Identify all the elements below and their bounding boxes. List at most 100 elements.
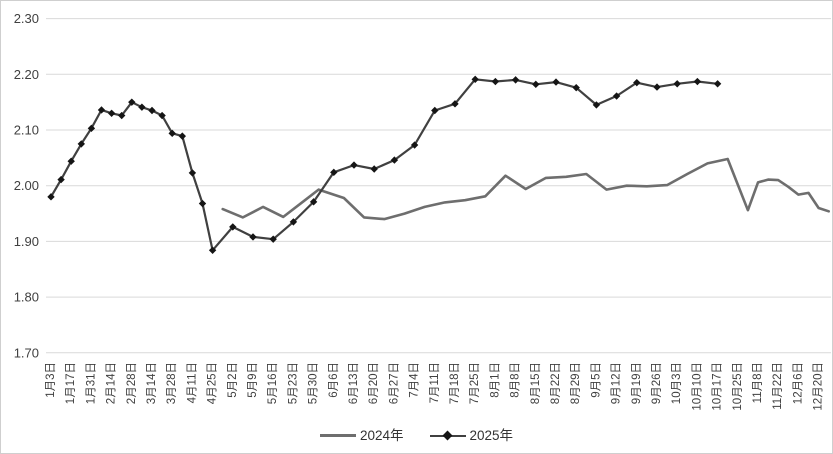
x-axis-tick-label: 4月11日 [186,362,198,403]
series-marker-diamond [198,199,207,208]
series-marker-diamond [309,198,318,206]
series-marker-diamond [87,124,96,133]
series-marker-diamond [592,101,601,109]
series-marker-diamond [451,100,459,108]
series-marker-diamond [178,132,186,140]
series-marker-diamond [57,175,65,184]
legend-label-2025: 2025年 [469,428,514,443]
legend-line-swatch-2025-icon [429,430,466,441]
y-axis-tick-label: 2.30 [14,11,39,26]
series-marker-diamond [693,77,702,86]
x-axis-tick-label: 1月17日 [65,362,77,404]
x-axis-tick-label: 2月28日 [126,362,138,404]
y-axis-tick-label: 1.80 [14,290,39,305]
series-marker-diamond [118,111,126,120]
x-axis-tick-label: 6月27日 [388,362,400,404]
series-marker-diamond [370,165,378,173]
x-axis-tick-label: 3月28日 [166,362,178,404]
legend-line-swatch-2024-icon [319,434,356,438]
series-marker-diamond [107,109,116,117]
x-axis-tick-label: 5月9日 [247,362,259,398]
x-axis-tick-label: 11月22日 [772,362,784,410]
x-axis-tick-label: 10月10日 [691,362,703,411]
x-axis-tick-label: 12月6日 [792,362,804,404]
series-marker-diamond [97,106,106,114]
chart-legend: 2024年 2025年 [1,429,832,443]
diamond-marker-icon [442,430,452,441]
x-axis-tick-label: 9月12日 [611,362,623,404]
series-marker-diamond [612,92,621,100]
legend-item-2024: 2024年 [319,428,404,443]
series-marker-diamond [350,161,358,169]
series-marker-diamond [138,103,146,111]
series-marker-diamond [67,157,75,165]
x-axis-tick-label: 3月14日 [146,362,158,404]
x-axis-tick-label: 6月13日 [348,362,360,404]
series-marker-diamond [47,193,55,201]
x-axis-tick-label: 6月6日 [328,362,340,398]
x-axis-tick-label: 9月26日 [651,362,663,404]
series-marker-diamond [491,77,500,86]
series-marker-diamond [168,129,176,138]
series-marker-diamond [208,246,217,255]
series-marker-diamond [673,80,681,88]
series-marker-diamond [390,156,399,164]
y-axis-tick-label: 2.00 [14,178,39,193]
y-axis-tick-label: 1.70 [14,345,39,360]
y-axis-tick-label: 1.90 [14,234,39,249]
x-axis-tick-label: 10月17日 [712,362,724,411]
series-marker-diamond [77,140,85,148]
series-marker-diamond [330,168,338,177]
x-axis-tick-label: 8月22日 [550,362,562,404]
x-axis-tick-label: 9月5日 [590,362,602,398]
series-marker-diamond [158,111,166,120]
series-marker-diamond [188,169,197,177]
x-axis-tick-label: 11月8日 [752,362,764,403]
x-axis-tick-label: 5月23日 [287,362,299,404]
x-axis-tick-label: 7月11日 [429,362,441,403]
y-axis-tick-label: 2.10 [14,123,39,138]
x-axis-tick-label: 8月29日 [570,362,582,404]
x-axis-tick-label: 8月15日 [530,362,542,404]
x-axis-tick-label: 10月25日 [732,362,744,411]
series-marker-diamond [431,106,439,115]
x-axis-tick-label: 8月8日 [510,362,522,398]
y-axis-tick-label: 2.20 [14,67,39,82]
x-axis-tick-label: 4月25日 [207,362,219,404]
series-line-2024 [221,157,831,221]
x-axis-tick-label: 6月20日 [368,362,380,404]
series-marker-diamond [532,80,540,89]
x-axis-tick-label: 7月18日 [449,362,461,404]
series-marker-diamond [572,83,580,92]
x-axis-tick-label: 12月20日 [813,362,825,411]
series-marker-diamond [269,235,277,243]
series-marker-diamond [471,75,479,84]
x-axis-tick-label: 7月25日 [469,362,481,404]
x-axis-tick-label: 1月3日 [45,362,57,398]
x-axis-tick-label: 9月19日 [631,362,643,404]
series-marker-diamond [249,233,257,241]
series-marker-diamond [713,80,722,88]
series-line-2025 [49,78,719,252]
x-axis-tick-label: 5月16日 [267,362,279,404]
x-axis-tick-label: 8月1日 [489,362,501,398]
series-marker-diamond [229,223,237,231]
x-axis-tick-label: 5月30日 [308,362,320,404]
series-marker-diamond [511,76,520,84]
x-axis-tick-label: 1月31日 [85,362,97,404]
series-marker-diamond [552,78,560,86]
x-axis-tick-label: 10月3日 [671,362,683,404]
legend-label-2024: 2024年 [359,428,404,443]
series-marker-diamond [128,98,136,106]
legend-item-2025: 2025年 [429,428,514,443]
series-marker-diamond [148,106,156,115]
series-marker-diamond [633,78,641,87]
x-axis-tick-label: 2月14日 [106,362,118,404]
series-marker-diamond [653,83,661,91]
series-marker-diamond [289,218,298,226]
series-marker-diamond [410,141,419,149]
x-axis-tick-label: 5月2日 [227,362,239,398]
x-axis-tick-label: 7月4日 [409,362,421,398]
